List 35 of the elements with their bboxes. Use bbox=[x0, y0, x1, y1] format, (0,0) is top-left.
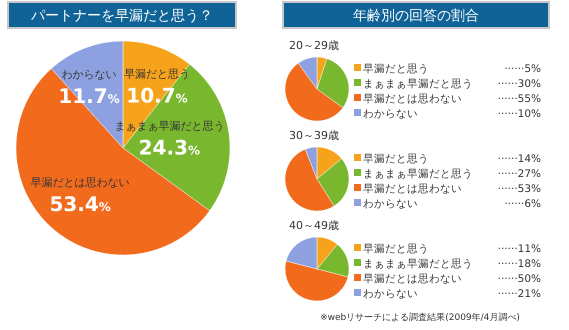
chart-title: 年齢別の回答の割合 bbox=[353, 8, 479, 24]
legend-label: まぁまぁ早漏だと思う bbox=[363, 258, 473, 270]
legend-label: 早漏だとは思わない bbox=[363, 93, 462, 105]
data-label: 53.4% bbox=[49, 192, 111, 216]
slice-label: 早漏だとは思わない bbox=[30, 176, 130, 189]
data-label: ······21% bbox=[498, 288, 542, 300]
legend-label: 早漏だとは思わない bbox=[363, 183, 462, 195]
legend-label: まぁまぁ早漏だと思う bbox=[363, 168, 473, 180]
chart-subtitle: 20～29歳 bbox=[289, 39, 339, 52]
data-label: ······14% bbox=[498, 153, 542, 165]
legend-label: 早漏だと思う bbox=[363, 243, 429, 255]
slice-label: 早漏だと思う bbox=[124, 67, 190, 80]
data-label: ······11% bbox=[498, 243, 542, 255]
data-label: ······55% bbox=[498, 93, 542, 105]
legend-label: わからない bbox=[363, 198, 418, 210]
data-label: ······27% bbox=[498, 168, 542, 180]
text: ※webリサーチによる調査結果(2009年/4月調べ) bbox=[320, 312, 520, 323]
slice-label: わからない bbox=[62, 68, 116, 82]
data-label: ······53% bbox=[498, 183, 542, 195]
legend-label: 早漏だと思う bbox=[363, 153, 429, 165]
legend-label: まぁまぁ早漏だと思う bbox=[363, 78, 473, 90]
data-label: ······18% bbox=[498, 258, 542, 270]
chart-title: パートナーを早漏だと思う？ bbox=[30, 8, 213, 24]
data-label: ······6% bbox=[504, 198, 542, 210]
data-label: ······10% bbox=[498, 108, 542, 120]
data-label: ······50% bbox=[498, 273, 542, 285]
data-label: 24.3% bbox=[138, 135, 200, 160]
legend-label: 早漏だと思う bbox=[363, 63, 429, 75]
chart-subtitle: 40～49歳 bbox=[289, 219, 339, 232]
legend-label: わからない bbox=[363, 108, 418, 120]
data-label: ······30% bbox=[498, 78, 542, 90]
chart-subtitle: 30～39歳 bbox=[289, 129, 339, 142]
data-label: ······5% bbox=[504, 63, 542, 75]
legend-label: わからない bbox=[363, 288, 418, 300]
legend-label: 早漏だとは思わない bbox=[363, 273, 462, 285]
